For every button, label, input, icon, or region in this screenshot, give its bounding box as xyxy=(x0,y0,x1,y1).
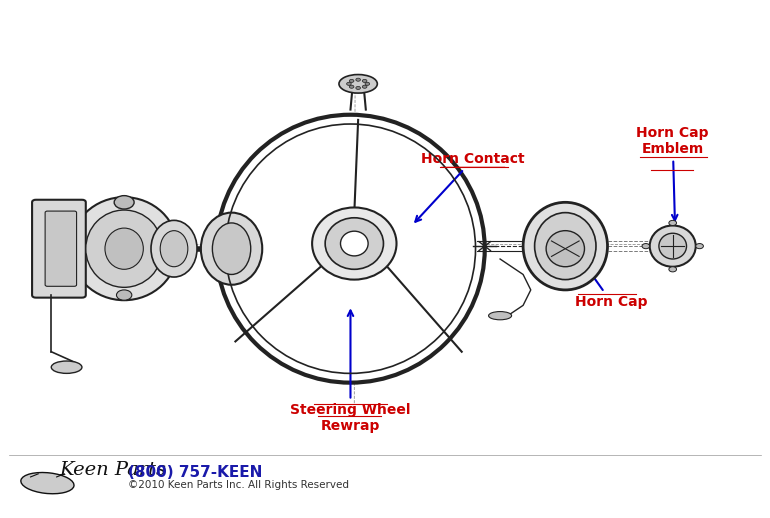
Ellipse shape xyxy=(105,228,143,269)
Circle shape xyxy=(669,267,677,272)
Text: Horn Cap
Emblem: Horn Cap Emblem xyxy=(637,126,709,220)
Ellipse shape xyxy=(325,218,383,269)
Ellipse shape xyxy=(21,472,74,494)
FancyBboxPatch shape xyxy=(45,211,76,286)
Ellipse shape xyxy=(70,197,178,300)
Ellipse shape xyxy=(312,208,397,280)
Text: Horn Cap: Horn Cap xyxy=(575,255,648,309)
Text: (800) 757-KEEN: (800) 757-KEEN xyxy=(128,465,263,480)
Circle shape xyxy=(114,196,134,209)
Ellipse shape xyxy=(151,220,197,277)
Circle shape xyxy=(669,220,677,225)
Circle shape xyxy=(356,78,360,81)
Circle shape xyxy=(116,290,132,300)
Ellipse shape xyxy=(201,212,263,285)
Ellipse shape xyxy=(650,225,696,267)
Circle shape xyxy=(696,243,704,249)
Ellipse shape xyxy=(52,361,82,373)
Circle shape xyxy=(363,79,367,82)
Ellipse shape xyxy=(659,233,687,259)
FancyBboxPatch shape xyxy=(32,200,85,298)
Circle shape xyxy=(642,243,650,249)
Ellipse shape xyxy=(160,231,188,267)
Ellipse shape xyxy=(340,231,368,256)
Ellipse shape xyxy=(339,75,377,93)
Circle shape xyxy=(350,85,354,88)
Circle shape xyxy=(350,79,354,82)
Text: Keen Parts: Keen Parts xyxy=(59,461,166,479)
Ellipse shape xyxy=(213,223,251,275)
Ellipse shape xyxy=(216,115,485,383)
Ellipse shape xyxy=(523,203,608,290)
Ellipse shape xyxy=(85,210,162,287)
Text: ©2010 Keen Parts Inc. All Rights Reserved: ©2010 Keen Parts Inc. All Rights Reserve… xyxy=(128,480,349,490)
Ellipse shape xyxy=(546,231,584,267)
Circle shape xyxy=(356,87,360,90)
Circle shape xyxy=(346,82,351,85)
Ellipse shape xyxy=(489,311,511,320)
Text: Horn Contact: Horn Contact xyxy=(415,152,525,222)
Circle shape xyxy=(363,85,367,88)
Circle shape xyxy=(365,82,370,85)
Text: Steering Wheel
Rewrap: Steering Wheel Rewrap xyxy=(290,310,410,434)
Ellipse shape xyxy=(534,212,596,280)
